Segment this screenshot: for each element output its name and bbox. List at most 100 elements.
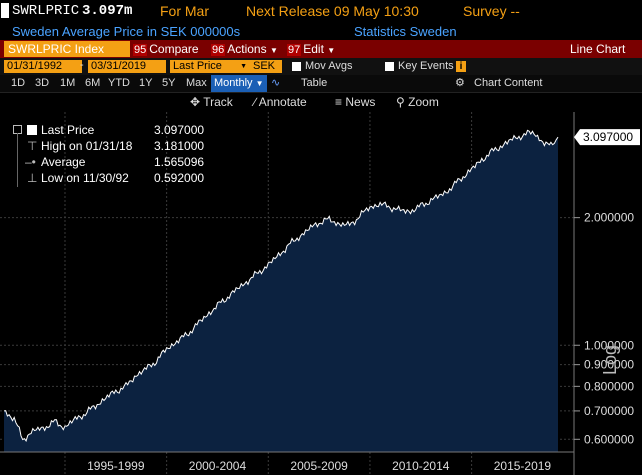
compare-button[interactable]: 95 Compare (133, 40, 199, 58)
period-1m[interactable]: 1M (60, 77, 76, 89)
description: Sweden Average Price in SEK 000000s (12, 24, 241, 39)
x-tick-label: 2000-2004 (189, 459, 247, 473)
y-tick-label: 0.800000 (584, 379, 634, 393)
legend-high-label: High on 01/31/18 (41, 139, 133, 153)
y-tick-label: 0.900000 (584, 358, 634, 372)
currency-select[interactable]: SEK ▼ (250, 60, 282, 84)
next-release: Next Release 09 May 10:30 (246, 3, 419, 19)
legend-last-price-label: Last Price (41, 123, 95, 137)
actions-label: Actions (227, 42, 267, 56)
last-price-marker: 3.097000 (574, 129, 640, 146)
last-price-swatch (27, 125, 37, 135)
legend-low-label: Low on 11/30/92 (41, 171, 129, 185)
legend-low-value: 0.592000 (154, 171, 205, 185)
period-3d[interactable]: 3D (35, 77, 50, 89)
info-icon[interactable]: i (456, 61, 466, 72)
price-area (4, 130, 558, 453)
table-button[interactable]: Table (301, 77, 328, 89)
cursor-block (1, 3, 9, 18)
description-bar: Sweden Average Price in SEK 000000s Stat… (0, 22, 642, 40)
magnifier-icon: ⚲ (396, 95, 405, 109)
track-button[interactable]: ✥ Track (190, 94, 233, 110)
mov-avgs-checkbox[interactable] (292, 62, 301, 71)
actions-button[interactable]: 96 Actions ▼ (211, 40, 278, 58)
y-tick-label: 0.700000 (584, 404, 634, 418)
chart-type-label: Line Chart (570, 42, 626, 56)
zoom-label: Zoom (408, 95, 439, 109)
compare-label: Compare (149, 42, 199, 56)
high-icon: ⊤ (27, 139, 38, 153)
source: Statistics Sweden (354, 24, 457, 39)
field-select[interactable]: Last Price ▼ (170, 60, 250, 73)
start-date-input[interactable]: 01/31/1992 (4, 60, 82, 73)
y-axis-label: Log (600, 345, 620, 375)
edit-num: 97 (287, 44, 302, 56)
legend-last-price-value: 3.097000 (154, 123, 205, 137)
legend-low: ⊥ Low on 11/30/92 0.592000 (10, 171, 211, 187)
edit-label: Edit (303, 42, 324, 56)
annotate-button[interactable]: ∕ Annotate (254, 94, 307, 110)
last-value: 3.097m (82, 3, 133, 19)
y-tick-label: 2.000000 (584, 211, 634, 225)
x-tick-label: 2005-2009 (290, 459, 348, 473)
key-events-checkbox[interactable] (385, 62, 394, 71)
x-tick-label: 2010-2014 (392, 459, 450, 473)
legend-average-value: 1.565096 (154, 155, 205, 169)
period-1y[interactable]: 1Y (139, 77, 153, 89)
last-price-tag-text: 3.097000 (583, 130, 633, 144)
price-chart[interactable]: 0.600000 0.700000 0.800000 0.900000 1.000000… (0, 112, 642, 475)
zoom-button[interactable]: ⚲ Zoom (396, 94, 439, 110)
settings-icon[interactable]: ⚙ (455, 77, 465, 89)
legend: Last Price 3.097000 ⊤ High on 01/31/18 3… (10, 121, 211, 191)
period-bar: 1D 3D 1M 6M YTD 1Y 5Y Max Monthly ▼ ∿ Ta… (0, 75, 642, 93)
edit-button[interactable]: 97 Edit ▼ (287, 40, 335, 58)
key-events-label: Key Events (398, 60, 454, 72)
field-select-value: Last Price (173, 60, 222, 72)
legend-average: –• Average 1.565096 (10, 155, 211, 171)
actions-dropdown-icon: ▼ (269, 46, 278, 55)
news-label: News (345, 95, 376, 109)
ticker: SWRLPRIC (12, 3, 80, 19)
period-ytd[interactable]: YTD (108, 77, 130, 89)
frequency-select[interactable]: Monthly ▼ (211, 75, 267, 92)
for-label: For Mar (160, 3, 209, 19)
line-chart-icon[interactable]: ∿ (271, 77, 281, 89)
low-icon: ⊥ (27, 171, 38, 185)
x-tick-label: 2015-2019 (494, 459, 552, 473)
legend-average-label: Average (41, 155, 86, 169)
currency-value: SEK (253, 60, 276, 72)
chart-content-button[interactable]: Chart Content (474, 77, 543, 89)
x-axis-ticks: 1995-1999 2000-2004 2005-2009 2010-2014 2015… (87, 459, 551, 473)
controls-bar: 01/31/1992 - 03/31/2019 Last Price ▼ SEK… (0, 58, 642, 84)
average-icon: –• (25, 155, 36, 169)
frequency-value: Monthly (214, 77, 253, 89)
tool-bar: ✥ Track ∕ Annotate ≡ News ⚲ Zoom (0, 92, 642, 112)
end-date-input[interactable]: 03/31/2019 (88, 60, 166, 73)
legend-tree-line (17, 133, 18, 187)
legend-high: ⊤ High on 01/31/18 3.181000 (10, 139, 211, 155)
header-bar: SWRLPRIC 3.097m For Mar Next Release 09 … (0, 0, 642, 22)
legend-last-price[interactable]: Last Price 3.097000 (10, 123, 211, 139)
period-6m[interactable]: 6M (85, 77, 101, 89)
edit-dropdown-icon: ▼ (327, 46, 336, 55)
compare-num: 95 (133, 44, 148, 56)
security-field[interactable]: SWRLPRIC Index (4, 41, 130, 57)
pencil-icon: ∕ (254, 95, 257, 109)
news-button[interactable]: ≡ News (335, 94, 375, 110)
last-price-tag (574, 129, 640, 146)
crosshair-icon: ✥ (190, 95, 201, 109)
date-separator: - (80, 59, 84, 71)
frequency-dropdown-icon: ▼ (255, 79, 264, 88)
y-axis-ticks: 0.600000 0.700000 0.800000 0.900000 1.000000… (574, 211, 634, 446)
y-tick-label: 0.600000 (584, 432, 634, 446)
survey: Survey -- (463, 3, 520, 19)
menu-bar: SWRLPRIC Index 95 Compare 96 Actions ▼ 97 E… (0, 40, 642, 58)
x-tick-label: 1995-1999 (87, 459, 145, 473)
y-tick-label: 1.000000 (584, 338, 634, 352)
news-icon: ≡ (335, 95, 343, 109)
mov-avgs-label: Mov Avgs (305, 60, 353, 72)
annotate-label: Annotate (258, 95, 307, 109)
period-5y[interactable]: 5Y (162, 77, 176, 89)
period-1d[interactable]: 1D (11, 77, 26, 89)
period-max[interactable]: Max (186, 77, 207, 89)
